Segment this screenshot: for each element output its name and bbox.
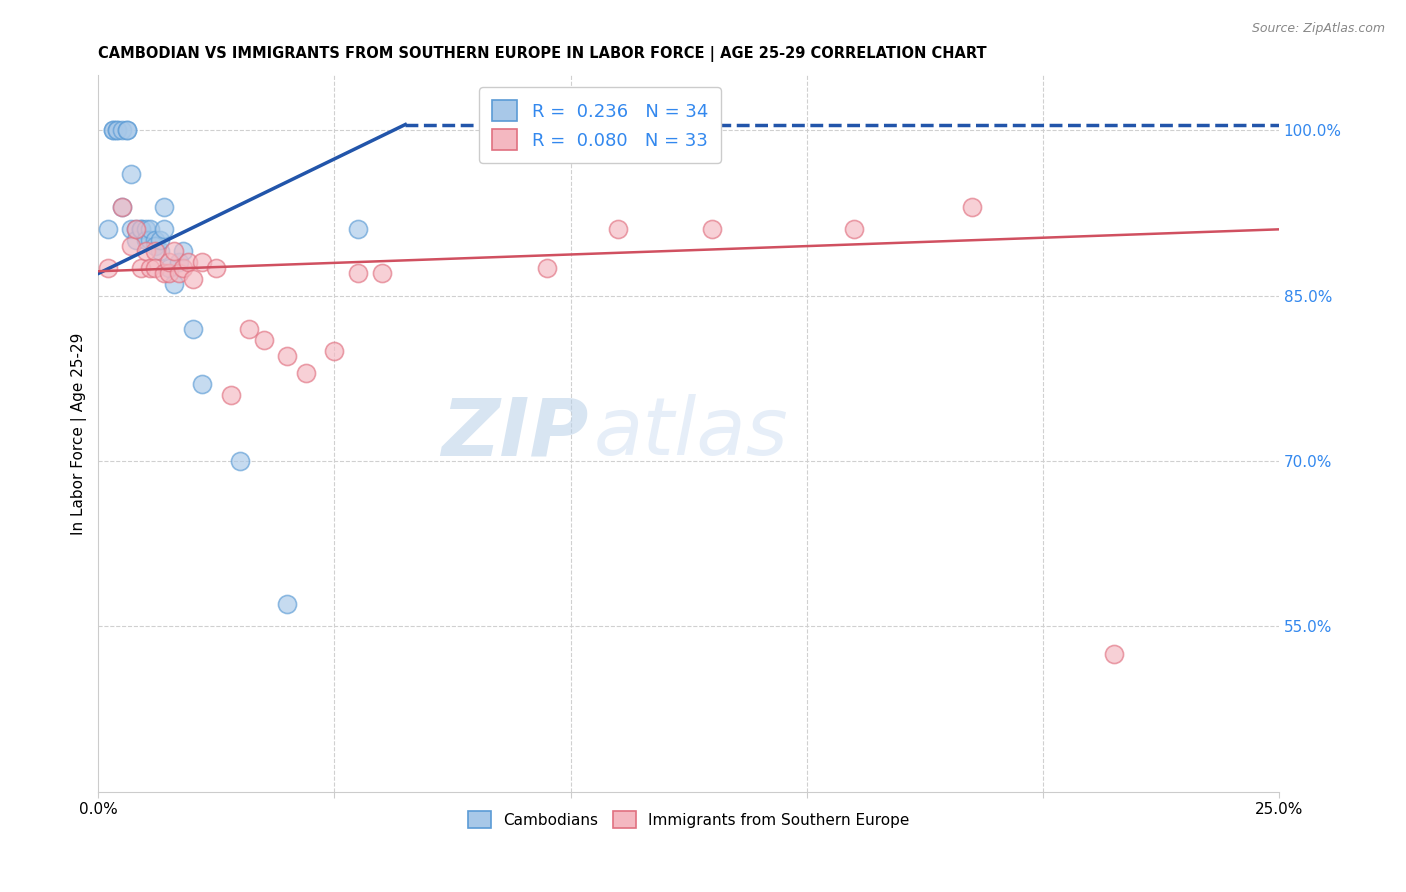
Point — [842, 222, 865, 236]
Point — [149, 244, 172, 259]
Point — [129, 222, 152, 236]
Point — [101, 123, 124, 137]
Point — [149, 233, 172, 247]
Point — [191, 255, 214, 269]
Point — [1102, 647, 1125, 661]
Point — [177, 255, 200, 269]
Point — [135, 222, 157, 236]
Point — [153, 222, 176, 236]
Point — [115, 123, 138, 137]
Point — [370, 267, 392, 281]
Point — [167, 267, 190, 281]
Point — [101, 123, 124, 137]
Point — [125, 222, 148, 236]
Point — [172, 244, 194, 259]
Point — [295, 366, 318, 380]
Point — [347, 267, 370, 281]
Point — [129, 260, 152, 275]
Text: Source: ZipAtlas.com: Source: ZipAtlas.com — [1251, 22, 1385, 36]
Point — [157, 260, 180, 275]
Point — [120, 239, 142, 253]
Point — [115, 123, 138, 137]
Point — [163, 277, 186, 292]
Point — [143, 244, 166, 259]
Point — [163, 244, 186, 259]
Point — [105, 123, 128, 137]
Point — [143, 260, 166, 275]
Point — [167, 255, 190, 269]
Point — [153, 267, 176, 281]
Point — [702, 222, 724, 236]
Point — [219, 388, 242, 402]
Text: atlas: atlas — [595, 394, 789, 473]
Text: ZIP: ZIP — [441, 394, 588, 473]
Point — [238, 321, 260, 335]
Text: CAMBODIAN VS IMMIGRANTS FROM SOUTHERN EUROPE IN LABOR FORCE | AGE 25-29 CORRELAT: CAMBODIAN VS IMMIGRANTS FROM SOUTHERN EU… — [98, 46, 987, 62]
Point — [143, 233, 166, 247]
Point — [276, 349, 298, 363]
Point — [205, 260, 228, 275]
Point — [181, 272, 204, 286]
Point — [960, 200, 983, 214]
Point — [111, 200, 134, 214]
Point — [191, 376, 214, 391]
Point — [323, 343, 346, 358]
Point — [347, 222, 370, 236]
Point — [143, 239, 166, 253]
Point — [129, 222, 152, 236]
Point — [229, 454, 252, 468]
Point — [276, 598, 298, 612]
Point — [139, 233, 162, 247]
Legend: Cambodians, Immigrants from Southern Europe: Cambodians, Immigrants from Southern Eur… — [461, 805, 915, 835]
Point — [111, 200, 134, 214]
Point — [253, 333, 276, 347]
Point — [111, 123, 134, 137]
Point — [120, 167, 142, 181]
Point — [105, 123, 128, 137]
Y-axis label: In Labor Force | Age 25-29: In Labor Force | Age 25-29 — [72, 332, 87, 534]
Point — [135, 233, 157, 247]
Point — [606, 222, 628, 236]
Point — [181, 321, 204, 335]
Point — [139, 222, 162, 236]
Point — [157, 267, 180, 281]
Point — [120, 222, 142, 236]
Point — [125, 233, 148, 247]
Point — [172, 260, 194, 275]
Point — [153, 200, 176, 214]
Point — [97, 260, 120, 275]
Point — [135, 244, 157, 259]
Point — [97, 222, 120, 236]
Point — [139, 260, 162, 275]
Point — [125, 222, 148, 236]
Point — [536, 260, 558, 275]
Point — [157, 255, 180, 269]
